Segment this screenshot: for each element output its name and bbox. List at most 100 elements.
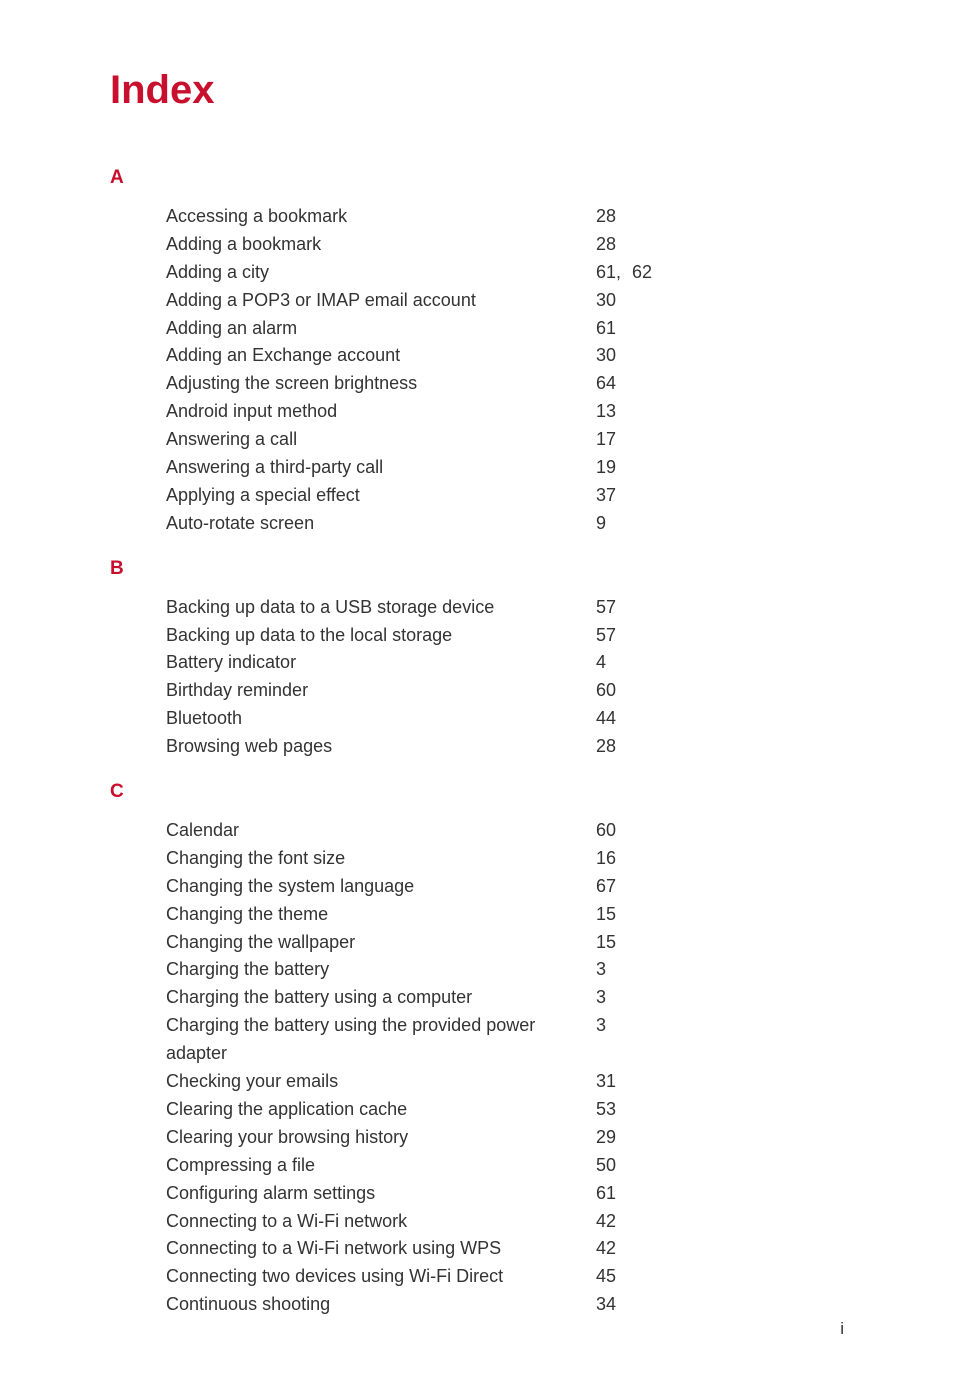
entry-text: Connecting two devices using Wi-Fi Direc… [166,1263,596,1291]
entry-text: Clearing your browsing history [166,1124,596,1152]
index-entry: Adding a city61,62 [166,259,844,287]
entry-pages: 15 [596,901,632,929]
page-number: 3 [596,1012,632,1040]
entry-pages: 13 [596,398,632,426]
index-entry: Bluetooth44 [166,705,844,733]
page-number: 28 [596,203,632,231]
page-number: 61 [596,315,632,343]
page-number: 17 [596,426,632,454]
entry-text: Connecting to a Wi-Fi network using WPS [166,1235,596,1263]
entry-pages: 16 [596,845,632,873]
entry-pages: 61 [596,1180,632,1208]
page-number: 19 [596,454,632,482]
index-entry: Answering a call17 [166,426,844,454]
entry-text: Backing up data to the local storage [166,622,596,650]
entry-text: Bluetooth [166,705,596,733]
entry-text: Adding an alarm [166,315,596,343]
entry-pages: 34 [596,1291,632,1319]
entry-pages: 9 [596,510,632,538]
entry-text: Configuring alarm settings [166,1180,596,1208]
index-entry: Applying a special effect37 [166,482,844,510]
sections-container: A Accessing a bookmark28Adding a bookmark… [110,167,844,1319]
entry-pages: 30 [596,287,632,315]
section-letter: A [110,167,844,189]
page-number: 34 [596,1291,632,1319]
index-section: A Accessing a bookmark28Adding a bookmark… [110,167,844,538]
index-entry: Continuous shooting34 [166,1291,844,1319]
entry-text: Compressing a file [166,1152,596,1180]
page-number: 50 [596,1152,632,1180]
page-number: 60 [596,677,632,705]
entry-pages: 37 [596,482,632,510]
page-footer: i [840,1319,844,1339]
page-number: 42 [596,1208,632,1236]
page-number: 9 [596,510,632,538]
entry-pages: 64 [596,370,632,398]
page-number: 45 [596,1263,632,1291]
index-entry: Changing the font size16 [166,845,844,873]
index-entry: Connecting to a Wi-Fi network42 [166,1208,844,1236]
index-entry: Configuring alarm settings61 [166,1180,844,1208]
page-number: 28 [596,231,632,259]
index-entry: Browsing web pages28 [166,733,844,761]
entry-pages: 61,62 [596,259,668,287]
entry-text: Battery indicator [166,649,596,677]
page-number: 67 [596,873,632,901]
page-title: Index [110,68,844,113]
index-entry: Auto-rotate screen9 [166,510,844,538]
entry-text: Browsing web pages [166,733,596,761]
entry-text: Charging the battery using the provided … [166,1012,596,1068]
entry-text: Birthday reminder [166,677,596,705]
index-entry: Checking your emails31 [166,1068,844,1096]
page-number: 62 [632,259,668,287]
entry-text: Connecting to a Wi-Fi network [166,1208,596,1236]
index-entry: Charging the battery using a computer3 [166,984,844,1012]
entry-text: Adding an Exchange account [166,342,596,370]
entry-pages: 15 [596,929,632,957]
entry-pages: 60 [596,677,632,705]
entry-text: Accessing a bookmark [166,203,596,231]
index-section: CCalendar60Changing the font size16Chang… [110,781,844,1319]
page-number: 64 [596,370,632,398]
page-number: 37 [596,482,632,510]
entry-text: Continuous shooting [166,1291,596,1319]
entry-pages: 17 [596,426,632,454]
entry-text: Backing up data to a USB storage device [166,594,596,622]
entry-pages: 19 [596,454,632,482]
page-number: 3 [596,984,632,1012]
index-entry: Birthday reminder60 [166,677,844,705]
entry-text: Changing the wallpaper [166,929,596,957]
page-number: 61 [596,1180,632,1208]
index-entry: Clearing the application cache53 [166,1096,844,1124]
entry-text: Applying a special effect [166,482,596,510]
entry-text: Adjusting the screen brightness [166,370,596,398]
page-number: 61, [596,259,632,287]
entry-pages: 31 [596,1068,632,1096]
index-entry: Changing the theme15 [166,901,844,929]
index-entry: Connecting to a Wi-Fi network using WPS4… [166,1235,844,1263]
index-section: BBacking up data to a USB storage device… [110,558,844,761]
page-number: 31 [596,1068,632,1096]
index-page: Index A Accessing a bookmark28Adding a bo… [0,0,954,1379]
page-number: 53 [596,1096,632,1124]
entry-text: Adding a POP3 or IMAP email account [166,287,596,315]
entry-text: Calendar [166,817,596,845]
index-entry: Accessing a bookmark28 [166,203,844,231]
index-entry: Clearing your browsing history29 [166,1124,844,1152]
entry-pages: 3 [596,984,632,1012]
entry-text: Clearing the application cache [166,1096,596,1124]
entry-text: Adding a bookmark [166,231,596,259]
page-number: 44 [596,705,632,733]
entries-list: Accessing a bookmark28Adding a bookmark2… [110,203,844,538]
entry-pages: 61 [596,315,632,343]
entry-text: Adding a city [166,259,596,287]
page-number: 30 [596,287,632,315]
entry-pages: 57 [596,594,632,622]
page-number: 16 [596,845,632,873]
entry-pages: 4 [596,649,632,677]
index-entry: Answering a third-party call19 [166,454,844,482]
index-entry: Charging the battery using the provided … [166,1012,844,1068]
page-number: 15 [596,901,632,929]
entry-text: Changing the font size [166,845,596,873]
index-entry: Backing up data to a USB storage device5… [166,594,844,622]
